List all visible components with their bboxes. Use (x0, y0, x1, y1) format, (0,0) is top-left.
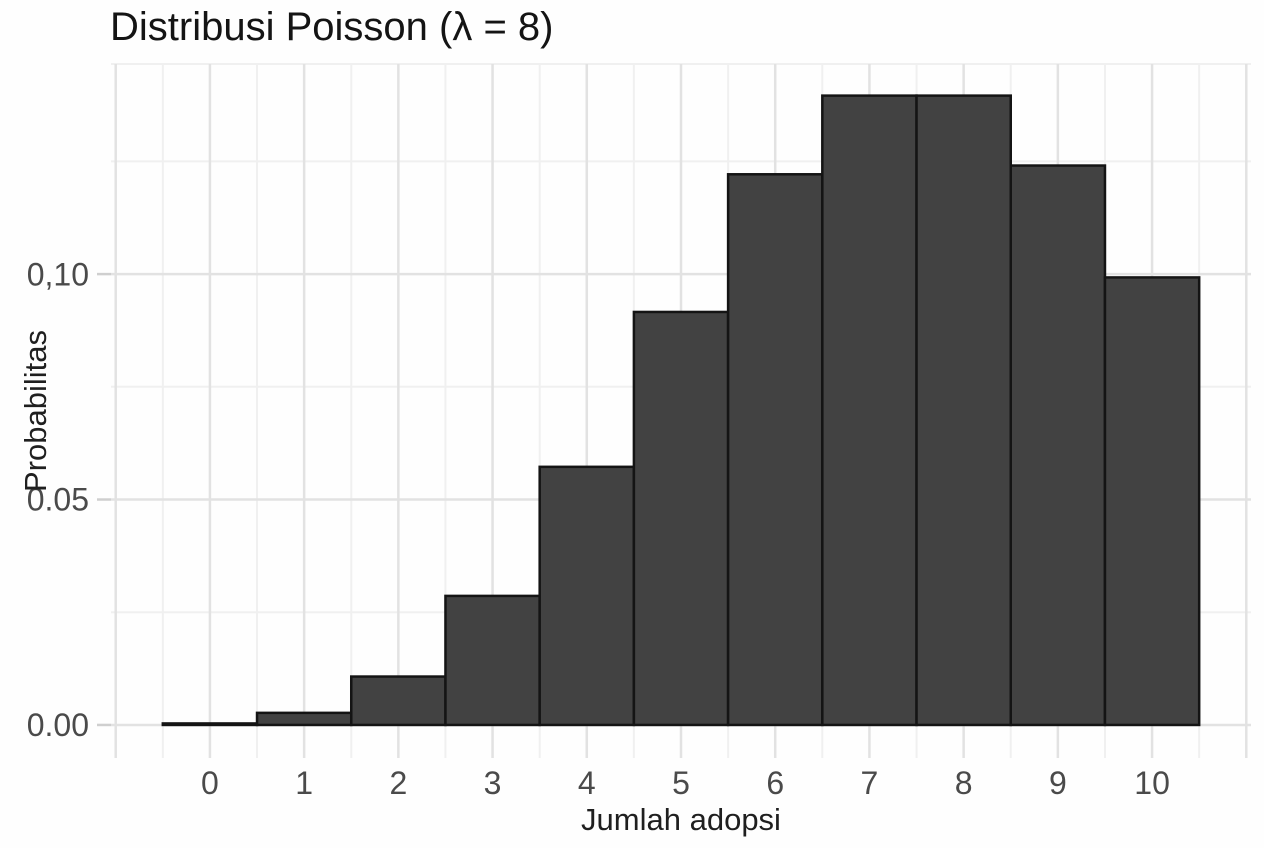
x-tick-label-10: 10 (1134, 765, 1170, 801)
bar-x0 (161, 722, 259, 727)
x-tick-label-4: 4 (578, 765, 596, 801)
chart-title: Distribusi Poisson (λ = 8) (110, 5, 553, 49)
bar-x9 (1009, 164, 1107, 727)
y-tick-label-0.00: 0.00 (27, 707, 89, 743)
x-tick-label-2: 2 (389, 765, 407, 801)
bar-x1 (255, 711, 353, 727)
bar-x7 (821, 94, 918, 727)
bar-x6 (726, 173, 824, 727)
y-axis-ticks (97, 272, 111, 727)
x-tick-label-7: 7 (861, 765, 879, 801)
x-tick-label-0: 0 (201, 765, 219, 801)
x-axis-title: Jumlah adopsi (581, 802, 781, 837)
x-tick-label-1: 1 (295, 765, 313, 801)
x-tick-label-5: 5 (672, 765, 690, 801)
bar-x4 (538, 465, 636, 727)
bar-x2 (349, 675, 447, 727)
x-tick-label-8: 8 (955, 765, 973, 801)
x-tick-label-6: 6 (766, 765, 784, 801)
bar-x5 (632, 310, 730, 727)
y-tick-label-0.05: 0.05 (27, 482, 89, 518)
bars (161, 94, 1201, 727)
bar-x10 (1103, 276, 1201, 727)
bar-x3 (444, 594, 541, 727)
bar-x8 (915, 94, 1013, 727)
y-tick-label-0,10: 0,10 (27, 256, 89, 292)
x-tick-label-9: 9 (1049, 765, 1067, 801)
y-axis-title: Probabilitas (18, 330, 53, 492)
y-tick-labels: 0.00 0.05 0,10 (27, 256, 89, 743)
x-tick-label-3: 3 (484, 765, 502, 801)
x-tick-labels: 0 1 2 3 4 5 6 7 8 9 10 (201, 765, 1170, 801)
